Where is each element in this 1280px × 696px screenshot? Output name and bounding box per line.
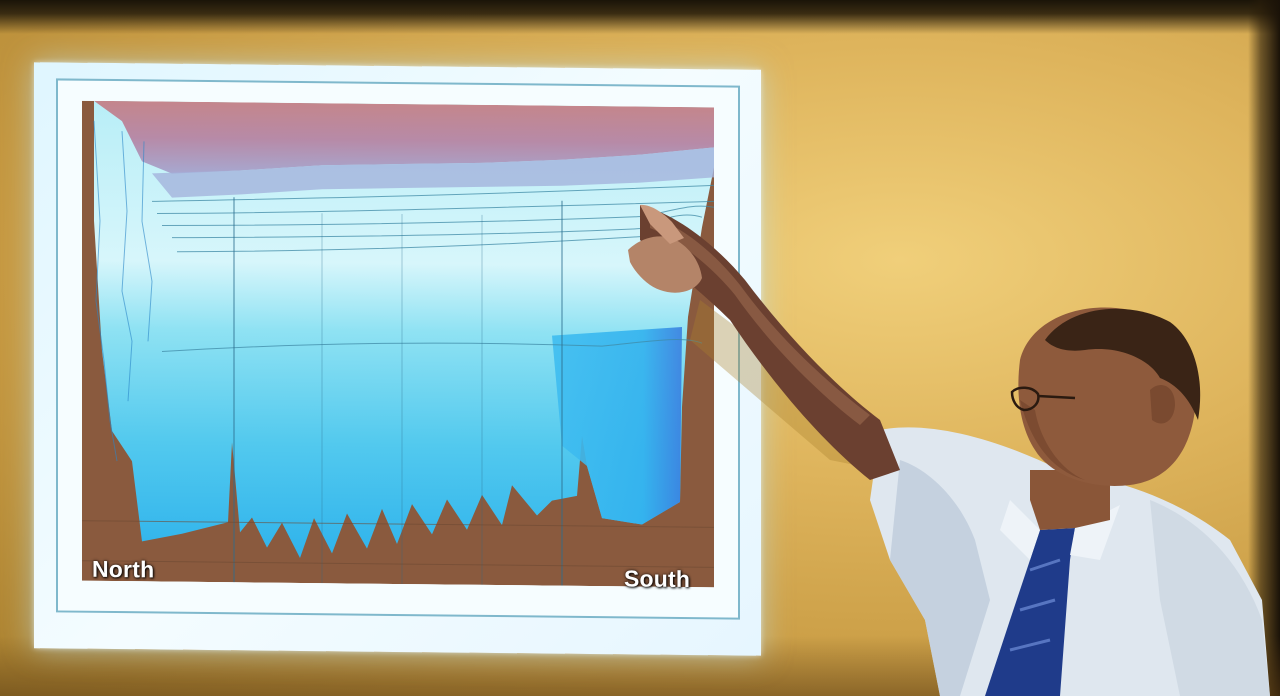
grid-lines [82,520,714,568]
contour-lines [151,184,714,353]
ocean-section-graphic [82,100,714,588]
hair [1045,308,1201,420]
plot-frame [56,78,740,620]
face-shadow [1020,400,1085,480]
water-body [94,100,714,558]
shirt-shading [890,460,990,696]
northern-slope [93,120,153,462]
subsurface-layer [152,147,714,198]
pointing-finger [640,204,684,244]
shirt-shading-right [1150,500,1270,696]
ceiling-shadow [0,0,1280,34]
surface-layer [94,100,714,174]
collar [1000,500,1120,560]
ear [1150,385,1175,424]
projected-slide: North South [34,62,761,656]
tie-pattern [1009,558,1061,652]
arm-highlight [650,215,870,425]
right-edge-shadow [1248,0,1280,696]
eyeglasses [1010,386,1076,412]
southern-deep-water [552,326,682,525]
ocean-section-plot [82,100,714,588]
pointing-hand-icon [628,236,702,293]
neck [1030,470,1110,530]
arm [640,205,900,480]
station-lines [233,197,563,586]
tie [985,528,1075,696]
